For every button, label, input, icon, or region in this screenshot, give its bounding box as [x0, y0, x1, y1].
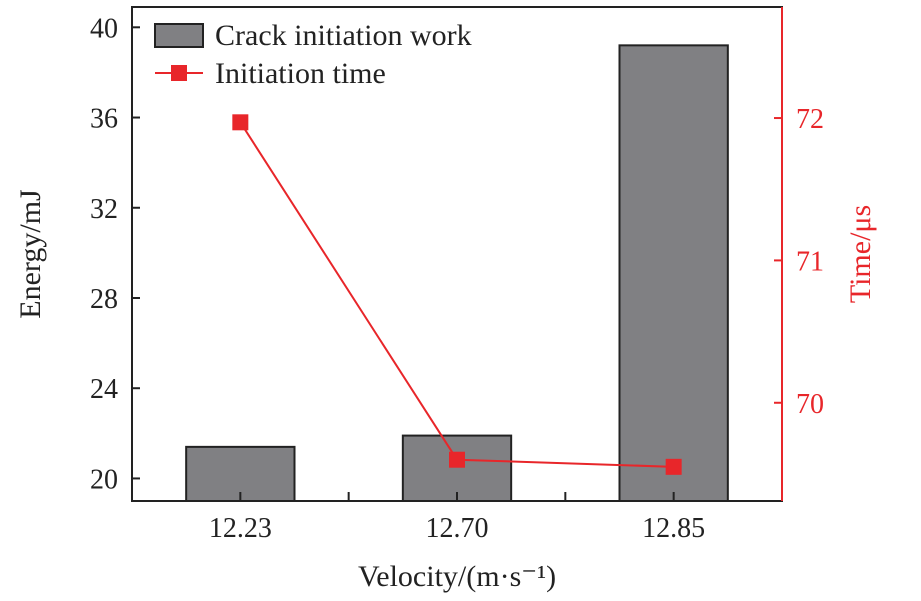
y-right-tick-label: 70: [796, 389, 824, 420]
legend-label-bar: Crack initiation work: [215, 19, 472, 52]
y-tick-label: 36: [90, 104, 118, 135]
y-right-tick-label: 71: [796, 246, 824, 277]
y-tick-label: 20: [90, 464, 118, 495]
y-axis-label: Energy/mJ: [14, 189, 47, 319]
y-tick-label: 24: [90, 374, 118, 405]
x-tick-label: 12.70: [426, 513, 489, 544]
line-marker: [232, 114, 249, 131]
y-tick-label: 28: [90, 284, 118, 315]
x-axis-label: Velocity/(m·s⁻¹): [358, 560, 556, 593]
bar: [401, 434, 513, 502]
legend-marker-swatch: [171, 65, 187, 81]
bar: [618, 44, 729, 502]
y-tick-label: 40: [90, 13, 118, 44]
legend-bar-swatch: [154, 23, 204, 48]
x-tick-label: 12.85: [642, 513, 705, 544]
y-tick-label: 32: [90, 194, 118, 225]
series-line: [239, 121, 674, 468]
line-marker: [449, 451, 465, 468]
line-marker: [665, 458, 682, 475]
x-tick-label: 12.23: [209, 513, 272, 544]
legend-label-line: Initiation time: [215, 57, 386, 90]
y-axis-right-label: Time/μs: [844, 205, 877, 303]
legend: Crack initiation work Initiation time: [154, 19, 472, 90]
y-right-tick-label: 72: [796, 104, 824, 135]
bar: [185, 445, 296, 502]
